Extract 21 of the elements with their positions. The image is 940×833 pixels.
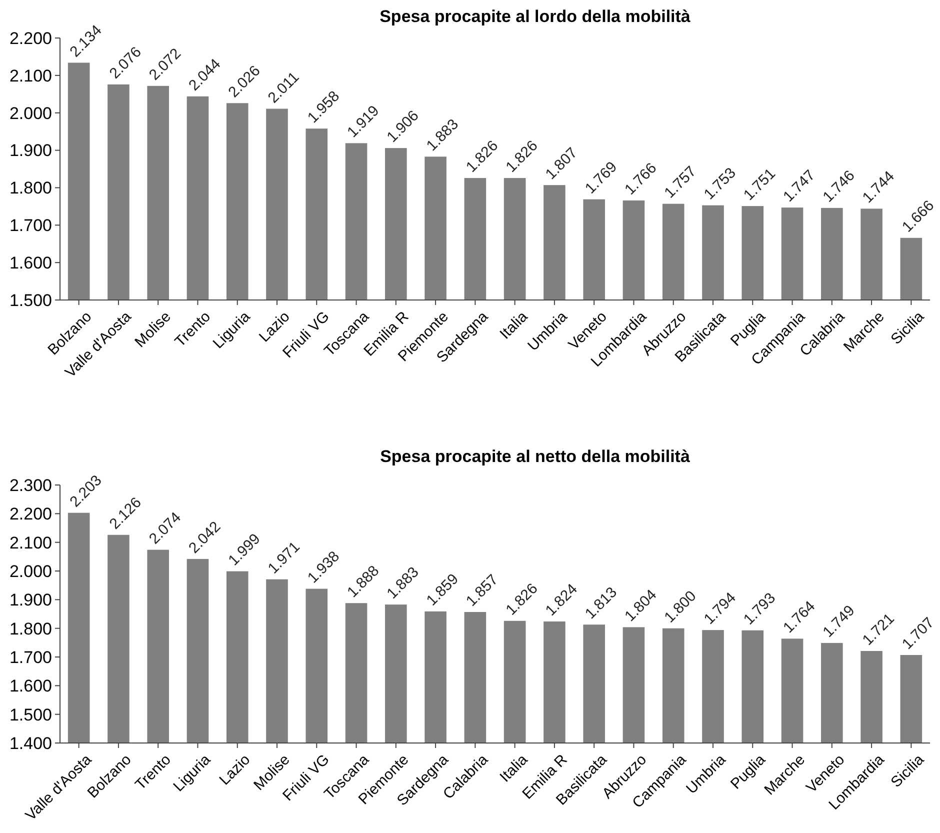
y-tick-label: 1.400 (9, 734, 52, 753)
y-tick-label: 1.800 (9, 178, 52, 198)
y-tick-label: 2.200 (9, 504, 52, 524)
chart-title: Spesa procapite al netto della mobilità (380, 447, 690, 466)
y-tick-label: 2.000 (9, 562, 52, 581)
y-tick-label: 1.600 (9, 254, 52, 273)
y-tick-label: 1.500 (9, 705, 52, 724)
y-tick-label: 1.700 (9, 216, 52, 236)
chart-title: Spesa procapite al lordo della mobilità (380, 7, 691, 26)
y-tick-label: 2.300 (9, 476, 52, 495)
y-tick-label: 1.800 (9, 619, 52, 638)
y-tick-label: 1.700 (9, 648, 52, 667)
y-tick-label: 1.900 (9, 590, 52, 610)
y-tick-label: 1.500 (9, 290, 52, 310)
y-tick-label: 2.100 (9, 533, 52, 552)
y-tick-label: 2.000 (9, 104, 52, 123)
x-tick-label: Italia (496, 308, 532, 343)
y-tick-label: 1.600 (9, 676, 52, 696)
y-tick-label: 1.900 (9, 141, 52, 160)
y-tick-label: 2.200 (9, 28, 52, 48)
y-tick-label: 2.100 (9, 66, 52, 86)
